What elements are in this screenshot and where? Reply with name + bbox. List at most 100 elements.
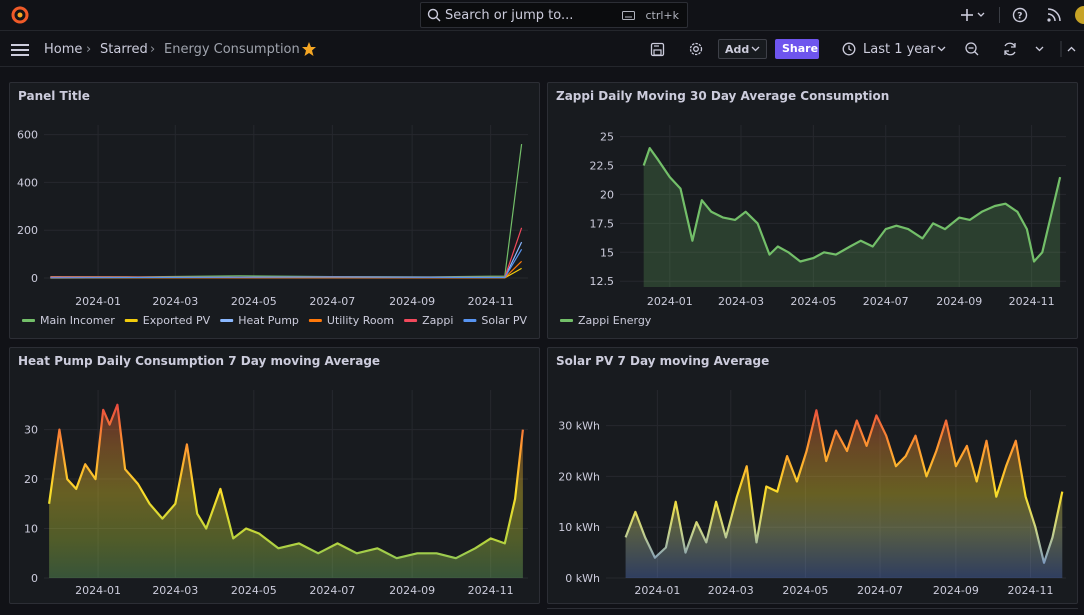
x-tick-label: 2024-01	[75, 584, 121, 597]
svg-text:?: ?	[1017, 12, 1022, 22]
panel-title: Solar PV 7 Day moving Average	[556, 354, 770, 368]
y-tick-label: 0 kWh	[565, 572, 600, 585]
grafana-logo-icon[interactable]	[10, 5, 30, 25]
x-tick-label: 2024-07	[309, 584, 355, 597]
add-button[interactable]: Add	[718, 39, 767, 59]
x-tick-label: 2024-01	[75, 295, 121, 308]
panel-title: Heat Pump Daily Consumption 7 Day moving…	[18, 354, 381, 368]
search-shortcut: ctrl+k	[645, 9, 679, 22]
menu-icon[interactable]	[11, 43, 29, 57]
y-tick-label: 20	[24, 473, 38, 486]
x-tick-label: 2024-11	[468, 584, 514, 597]
x-tick-label: 2024-03	[708, 584, 754, 597]
series-line	[642, 147, 1062, 263]
area-chart: 12.5 15 17.5 20 22.5 25 2024-01 2024-03 2024-05 2…	[560, 125, 1066, 327]
new-plus-icon[interactable]	[958, 6, 986, 24]
avatar[interactable]	[1075, 6, 1084, 24]
area-chart: 0 kWh 10 kWh 20 kWh 30 kWh 2024-01 2024-03 202…	[558, 390, 1066, 597]
x-tick-label: 2024-09	[389, 584, 435, 597]
legend-label: Main Incomer	[40, 314, 115, 327]
legend-label: Exported PV	[143, 314, 211, 327]
settings-gear-icon[interactable]	[688, 41, 704, 57]
y-tick-label: 25	[600, 131, 614, 144]
series-line	[48, 403, 524, 560]
breadcrumb-separator: ›	[86, 42, 92, 57]
series-line	[624, 409, 1064, 564]
add-button-label: Add	[725, 43, 750, 56]
y-tick-label: 20 kWh	[558, 470, 600, 483]
y-tick-label: 600	[17, 129, 38, 142]
legend-label: Zappi	[422, 314, 453, 327]
save-icon[interactable]	[650, 42, 665, 57]
x-tick-label: 2024-05	[231, 295, 277, 308]
y-tick-label: 0	[31, 572, 38, 585]
legend-label: Solar PV	[481, 314, 527, 327]
legend-swatch	[308, 319, 322, 322]
y-tick-label: 200	[17, 224, 38, 237]
breadcrumb-separator: ›	[150, 42, 156, 57]
legend-swatch	[560, 319, 573, 322]
panel-all-consumption[interactable]: Panel Title 0 200 400 600 2024-01 2024-03 2024…	[9, 82, 540, 339]
breadcrumb-home[interactable]: Home	[44, 42, 83, 57]
y-tick-label: 10	[24, 523, 38, 536]
x-tick-label: 2024-07	[863, 295, 909, 308]
chevron-down-icon	[751, 46, 760, 52]
legend-label: Utility Room	[327, 314, 394, 327]
y-tick-label: 12.5	[590, 275, 615, 288]
x-tick-label: 2024-05	[790, 295, 836, 308]
panel-zappi[interactable]: Zappi Daily Moving 30 Day Average Consum…	[547, 82, 1078, 339]
series-line	[50, 144, 523, 278]
refresh-icon[interactable]	[1002, 41, 1018, 57]
series-line	[50, 248, 523, 279]
star-icon[interactable]	[301, 41, 317, 57]
search-placeholder: Search or jump to...	[445, 8, 574, 23]
news-rss-icon[interactable]	[1045, 6, 1063, 24]
series-area	[625, 410, 1063, 578]
series-line	[50, 227, 523, 278]
x-tick-label: 2024-11	[1009, 295, 1055, 308]
legend-label: Heat Pump	[238, 314, 299, 327]
legend-swatch	[22, 319, 35, 322]
chevron-down-icon[interactable]	[1035, 46, 1044, 52]
chevron-up-icon[interactable]	[1060, 41, 1080, 57]
panel-heat-pump[interactable]: Heat Pump Daily Consumption 7 Day moving…	[9, 347, 540, 604]
zoom-out-icon[interactable]	[964, 41, 980, 57]
x-tick-label: 2024-09	[389, 295, 435, 308]
y-tick-label: 22.5	[590, 160, 615, 173]
time-range-picker[interactable]: Last 1 year	[863, 42, 936, 57]
y-tick-label: 17.5	[590, 217, 615, 230]
legend-swatch	[463, 319, 477, 322]
series-area	[49, 404, 523, 578]
y-tick-label: 10 kWh	[558, 521, 600, 534]
share-button[interactable]: Share	[775, 39, 819, 59]
x-tick-label: 2024-11	[1008, 584, 1054, 597]
chevron-down-icon[interactable]	[937, 46, 946, 52]
share-button-label: Share	[782, 42, 819, 55]
nav-bar	[0, 31, 1084, 67]
help-icon[interactable]: ?	[1011, 6, 1029, 24]
x-tick-label: 2024-07	[857, 584, 903, 597]
y-tick-label: 30	[24, 424, 38, 437]
breadcrumb-starred[interactable]: Starred	[100, 42, 148, 57]
legend-swatch	[404, 319, 418, 322]
series-line	[50, 260, 523, 279]
line-chart: 0 200 400 600 2024-01 2024-03 2024-05 2024-07 20…	[17, 125, 528, 327]
x-tick-label: 2024-01	[647, 295, 693, 308]
search-input[interactable]: Search or jump to... ctrl+k	[420, 2, 688, 28]
legend-label: Zappi Energy	[578, 314, 652, 327]
series-area	[643, 148, 1061, 287]
top-bar: Search or jump to... ctrl+k ?	[0, 0, 1084, 31]
x-tick-label: 2024-03	[152, 584, 198, 597]
legend-swatch	[124, 319, 138, 322]
legend-swatch	[220, 319, 234, 322]
x-tick-label: 2024-01	[634, 584, 680, 597]
next-panel-edge	[547, 608, 1078, 615]
series-line	[50, 241, 523, 279]
panel-solar-pv[interactable]: Solar PV 7 Day moving Average 0 kWh 10 kW…	[547, 347, 1078, 604]
y-tick-label: 0	[31, 272, 38, 285]
divider	[999, 7, 1000, 23]
x-tick-label: 2024-05	[782, 584, 828, 597]
breadcrumb-dashboard: Energy Consumption	[164, 42, 300, 57]
clock-icon	[842, 42, 856, 56]
x-tick-label: 2024-05	[231, 584, 277, 597]
